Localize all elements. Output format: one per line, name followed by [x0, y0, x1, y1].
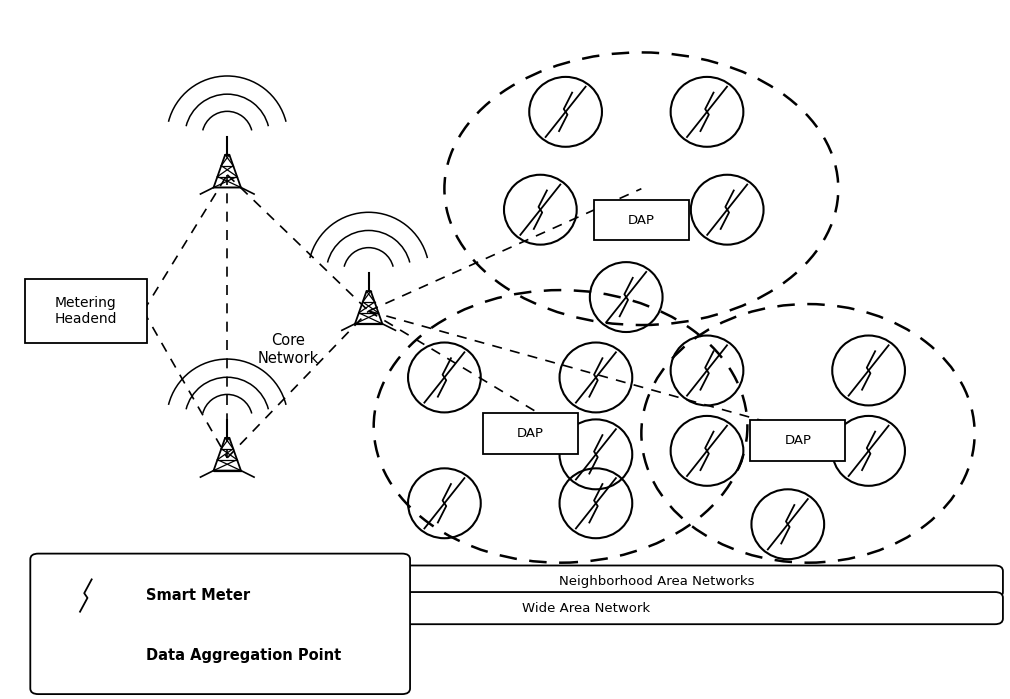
FancyBboxPatch shape: [47, 638, 124, 673]
FancyBboxPatch shape: [25, 279, 147, 343]
Text: Metering
Headend: Metering Headend: [55, 296, 117, 326]
Text: DAP: DAP: [73, 649, 99, 662]
FancyBboxPatch shape: [594, 200, 689, 240]
FancyBboxPatch shape: [310, 565, 1003, 598]
Text: DAP: DAP: [628, 214, 654, 226]
Text: Wide Area Network: Wide Area Network: [522, 602, 649, 614]
FancyBboxPatch shape: [169, 592, 1003, 624]
Text: Data Aggregation Point: Data Aggregation Point: [146, 648, 341, 663]
Text: Neighborhood Area Networks: Neighborhood Area Networks: [559, 575, 754, 588]
Text: DAP: DAP: [785, 434, 811, 447]
Text: Smart Meter: Smart Meter: [146, 588, 250, 603]
FancyBboxPatch shape: [30, 554, 410, 694]
Text: Core
Network: Core Network: [258, 333, 318, 366]
Text: DAP: DAP: [517, 427, 543, 440]
FancyBboxPatch shape: [483, 413, 578, 454]
FancyBboxPatch shape: [750, 420, 845, 461]
